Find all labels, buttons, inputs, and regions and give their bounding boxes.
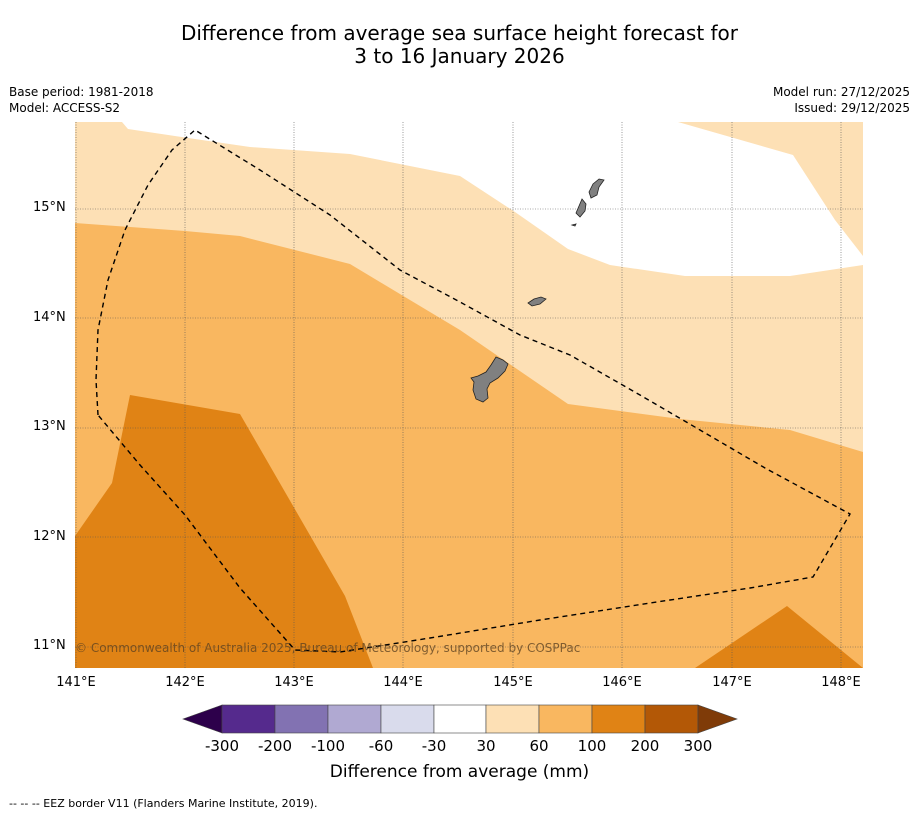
lat-label-14n: 14°N — [33, 310, 66, 325]
lon-label-147e: 147°E — [702, 675, 762, 690]
map-area — [75, 122, 863, 668]
lon-label-141e: 141°E — [46, 675, 106, 690]
copyright-notice: © Commonwealth of Australia 2025, Bureau… — [75, 641, 580, 655]
colorbar-under-arrow — [183, 705, 222, 733]
colorbar-segment-3 — [328, 705, 381, 733]
lon-label-144e: 144°E — [373, 675, 433, 690]
lon-label-143e: 143°E — [264, 675, 324, 690]
colorbar-segment-5 — [434, 705, 486, 733]
map-figure — [0, 0, 919, 816]
colorbar-segment-4 — [381, 705, 434, 733]
lat-label-12n: 12°N — [33, 529, 66, 544]
colorbar-tick-7: 60 — [509, 737, 569, 755]
lon-label-142e: 142°E — [155, 675, 215, 690]
colorbar-tick-10: 300 — [668, 737, 728, 755]
colorbar-segment-7 — [539, 705, 592, 733]
lat-label-11n: 11°N — [33, 638, 66, 653]
colorbar-tick-2: -200 — [245, 737, 305, 755]
colorbar-over-arrow — [698, 705, 737, 733]
colorbar-segment-8 — [592, 705, 645, 733]
colorbar-tick-4: -60 — [351, 737, 411, 755]
colorbar-segment-9 — [645, 705, 698, 733]
lat-label-13n: 13°N — [33, 419, 66, 434]
colorbar-tick-5: -30 — [404, 737, 464, 755]
colorbar-tick-6: 30 — [456, 737, 516, 755]
colorbar — [183, 705, 737, 733]
colorbar-segment-2 — [275, 705, 328, 733]
lon-label-146e: 146°E — [592, 675, 652, 690]
colorbar-tick-3: -100 — [298, 737, 358, 755]
lon-label-148e: 148°E — [811, 675, 871, 690]
colorbar-segment-1 — [222, 705, 275, 733]
colorbar-tick-9: 200 — [615, 737, 675, 755]
lat-label-15n: 15°N — [33, 200, 66, 215]
colorbar-tick-1: -300 — [192, 737, 252, 755]
colorbar-title: Difference from average (mm) — [0, 762, 919, 782]
colorbar-segment-6 — [486, 705, 539, 733]
lon-label-145e: 145°E — [483, 675, 543, 690]
colorbar-tick-8: 100 — [562, 737, 622, 755]
eez-legend: -- -- -- EEZ border V11 (Flanders Marine… — [9, 797, 317, 810]
